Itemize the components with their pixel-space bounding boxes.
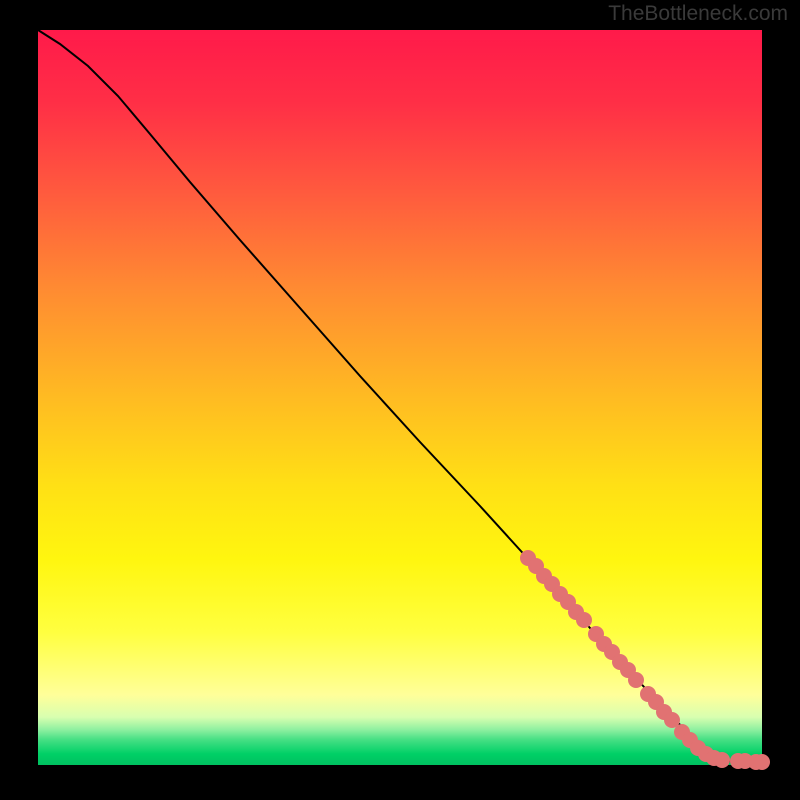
chart-frame: TheBottleneck.com: [0, 0, 800, 800]
data-marker: [628, 672, 644, 688]
data-marker: [714, 752, 730, 768]
chart-svg: [0, 0, 800, 800]
data-marker: [754, 754, 770, 770]
plot-background: [38, 30, 762, 765]
watermark-text: TheBottleneck.com: [608, 2, 788, 26]
data-marker: [576, 612, 592, 628]
